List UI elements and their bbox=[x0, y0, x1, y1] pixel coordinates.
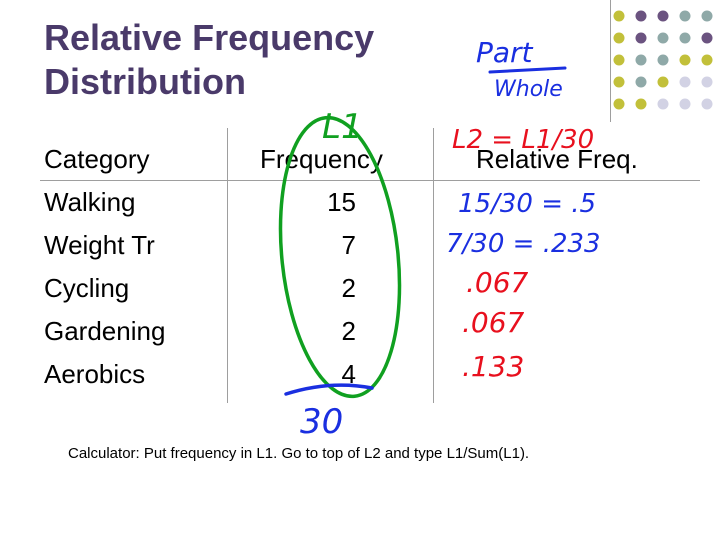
dot bbox=[613, 76, 625, 88]
dot-row-3 bbox=[613, 54, 713, 66]
dot bbox=[613, 10, 625, 22]
category-cell: Walking bbox=[44, 187, 136, 217]
frequency-cell: 2 bbox=[341, 316, 356, 346]
frequency-cell: 7 bbox=[341, 230, 356, 260]
fraction-bar bbox=[488, 66, 567, 74]
category-cell: Weight Tr bbox=[44, 230, 155, 260]
dot-row-2 bbox=[613, 32, 713, 44]
slide-title-line-1: Relative Frequency bbox=[44, 17, 375, 58]
rel-value-handwritten: 7/30 = .233 bbox=[446, 229, 601, 259]
header-category: Category bbox=[44, 144, 150, 174]
dot bbox=[701, 54, 713, 66]
slide-title-line-2: Distribution bbox=[44, 61, 246, 102]
dot bbox=[635, 76, 647, 88]
dot bbox=[635, 98, 647, 110]
decorative-dot-grid bbox=[613, 10, 713, 110]
dot bbox=[657, 76, 669, 88]
dot bbox=[679, 76, 691, 88]
rel-value-handwritten: .067 bbox=[462, 306, 525, 339]
dot bbox=[701, 32, 713, 44]
dot bbox=[635, 32, 647, 44]
dot bbox=[613, 54, 625, 66]
dot bbox=[613, 32, 625, 44]
dot bbox=[701, 76, 713, 88]
part-handwritten: Part bbox=[476, 36, 534, 69]
category-cell: Cycling bbox=[44, 273, 130, 303]
frequency-cell: 4 bbox=[341, 359, 356, 389]
dot-row-1 bbox=[613, 10, 713, 22]
category-cell: Aerobics bbox=[44, 359, 146, 389]
dot bbox=[635, 10, 647, 22]
dot bbox=[679, 32, 691, 44]
slide-title: Relative Frequency Distribution bbox=[44, 16, 374, 104]
dot-row-4 bbox=[613, 76, 713, 88]
dot bbox=[657, 54, 669, 66]
table-column-divider bbox=[227, 128, 228, 403]
decorative-vertical-rule bbox=[610, 0, 611, 122]
l1-handwritten-label: L1 bbox=[322, 107, 363, 147]
dot-row-5 bbox=[613, 98, 713, 110]
red-dot-mark bbox=[497, 482, 501, 486]
dot bbox=[613, 98, 625, 110]
rel-value-handwritten: 15/30 = .5 bbox=[458, 189, 596, 219]
dot bbox=[657, 10, 669, 22]
dot bbox=[679, 54, 691, 66]
dot bbox=[701, 10, 713, 22]
calculator-instruction: Calculator: Put frequency in L1. Go to t… bbox=[68, 445, 530, 462]
whole-handwritten: Whole bbox=[494, 77, 563, 102]
rel-value-handwritten: .133 bbox=[462, 350, 524, 383]
dot bbox=[679, 10, 691, 22]
category-cell: Gardening bbox=[44, 316, 166, 346]
frequency-cell: 15 bbox=[327, 187, 356, 217]
dot bbox=[657, 98, 669, 110]
header-frequency: Frequency bbox=[260, 144, 383, 174]
header-relative-frequency: Relative Freq. bbox=[476, 144, 638, 174]
frequency-cell: 2 bbox=[341, 273, 356, 303]
dot bbox=[701, 98, 713, 110]
rel-value-handwritten: .067 bbox=[466, 266, 529, 299]
total-handwritten: 30 bbox=[300, 402, 343, 442]
dot bbox=[679, 98, 691, 110]
dot bbox=[657, 32, 669, 44]
table-header-rule bbox=[40, 180, 700, 181]
dot bbox=[635, 54, 647, 66]
table-column-divider bbox=[433, 128, 434, 403]
